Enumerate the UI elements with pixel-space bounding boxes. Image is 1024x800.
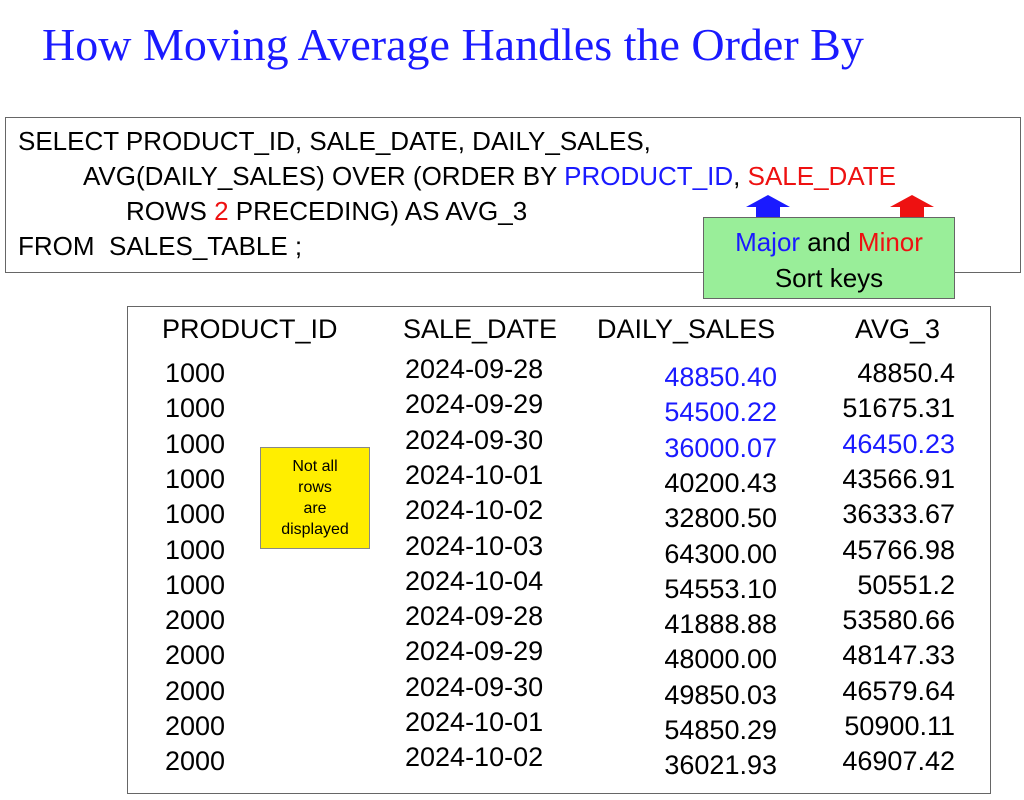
table-cell: 54850.29 xyxy=(664,715,777,745)
sql-text: PRECEDING) AS AVG_3 xyxy=(228,196,528,226)
note-line: are xyxy=(303,500,327,517)
table-cell: 2000 xyxy=(165,711,226,741)
note-line: rows xyxy=(298,479,332,496)
sql-text: FROM SALES_TABLE ; xyxy=(18,231,303,261)
table-cell: 2024-10-03 xyxy=(405,530,544,561)
table-cell: 2024-10-01 xyxy=(405,459,544,490)
table-cell: 1000 xyxy=(165,428,226,459)
minor-arrow xyxy=(890,195,934,217)
table-cell: 40200.43 xyxy=(664,467,777,498)
table-cell: 1000 xyxy=(165,463,226,494)
sql-line: ROWS 2 PRECEDING) AS AVG_3 xyxy=(126,196,527,227)
column-header: SALE_DATE xyxy=(403,314,558,344)
table-cell: 45766.98 xyxy=(842,534,955,565)
table-cell: 2024-10-02 xyxy=(405,495,544,526)
table-cell: 48850.4 xyxy=(857,358,955,388)
callout-line: Sort keys xyxy=(774,263,884,293)
arrows xyxy=(746,195,934,217)
table-cell: 1000 xyxy=(165,358,226,388)
table-cell: 46579.64 xyxy=(842,675,955,706)
sql-line: SELECT PRODUCT_ID, SALE_DATE, DAILY_SALE… xyxy=(18,126,651,157)
callout-major: Major xyxy=(735,227,801,257)
sql-major-key: PRODUCT_ID xyxy=(564,161,734,191)
table-cell: 43566.91 xyxy=(842,463,955,494)
table-cell: 2000 xyxy=(165,746,226,777)
table-cell: 2024-10-04 xyxy=(405,565,544,596)
sql-line: FROM SALES_TABLE ; xyxy=(18,231,302,262)
sql-text: SELECT PRODUCT_ID, SALE_DATE, DAILY_SALE… xyxy=(18,126,651,156)
table-cell: 48000.00 xyxy=(664,644,777,675)
table-cell: 51675.31 xyxy=(842,393,955,424)
table-cell: 1000 xyxy=(165,569,226,600)
sql-box xyxy=(5,117,1021,273)
table-cell: 2024-09-30 xyxy=(405,671,544,702)
note-line: Not all xyxy=(292,458,338,475)
table-cell: 2024-09-28 xyxy=(405,601,544,632)
sql-text: AVG(DAILY_SALES) OVER (ORDER BY xyxy=(83,161,565,191)
table-cell: 50551.2 xyxy=(857,569,955,600)
table-cell: 64300.00 xyxy=(664,538,777,569)
table-cell: 46907.42 xyxy=(842,746,955,777)
table-cell: 2000 xyxy=(165,675,226,706)
callout: Major and Minor Sort keys xyxy=(703,217,955,299)
table-cell: 32800.50 xyxy=(664,503,777,534)
table-cell: 2024-10-01 xyxy=(405,707,544,737)
callout-text: and xyxy=(800,227,858,257)
table-cell: 48850.40 xyxy=(664,362,777,392)
table-cell: 54553.10 xyxy=(664,573,777,604)
table-cell: 53580.66 xyxy=(842,605,955,636)
table-cell: 50900.11 xyxy=(844,711,955,741)
table-cell: 2024-09-29 xyxy=(405,636,544,667)
sql-text: , xyxy=(733,161,748,191)
table-cell: 41888.88 xyxy=(664,609,777,640)
column-header: AVG_3 xyxy=(855,314,941,344)
table-cell: 2000 xyxy=(165,640,226,671)
note-line: displayed xyxy=(281,521,349,538)
sql-rows-count: 2 xyxy=(214,196,229,226)
table-cell: 1000 xyxy=(165,499,226,530)
sql-minor-key: SALE_DATE xyxy=(747,161,896,191)
table-cell: 1000 xyxy=(165,393,226,424)
major-arrow xyxy=(746,195,790,217)
table-cell: 2024-10-02 xyxy=(405,742,544,773)
callout-minor: Minor xyxy=(857,227,923,257)
table-cell: 2024-09-28 xyxy=(405,354,544,384)
table-cell: 54500.22 xyxy=(664,397,777,428)
title: How Moving Average Handles the Order By xyxy=(42,19,864,70)
sql-text: ROWS xyxy=(126,196,215,226)
table-cell: 36021.93 xyxy=(664,750,777,781)
table-cell: 2000 xyxy=(165,605,226,636)
note: Not all rows are displayed xyxy=(260,447,370,549)
table-cell: 2024-09-30 xyxy=(405,424,544,455)
callout-line: Major and Minor xyxy=(704,224,954,260)
table-cell: 48147.33 xyxy=(842,640,955,671)
table-cell: 36000.07 xyxy=(664,432,777,463)
table-cell: 36333.67 xyxy=(842,499,955,530)
table-cell: 46450.23 xyxy=(842,428,955,459)
table-cell: 1000 xyxy=(165,534,226,565)
column-header: DAILY_SALES xyxy=(597,314,776,344)
table-box xyxy=(127,306,991,794)
column-header: PRODUCT_ID xyxy=(162,314,338,344)
sql-line: AVG(DAILY_SALES) OVER (ORDER BY PRODUCT_… xyxy=(83,161,896,192)
table-cell: 49850.03 xyxy=(664,679,777,710)
table-cell: 2024-09-29 xyxy=(405,389,544,420)
